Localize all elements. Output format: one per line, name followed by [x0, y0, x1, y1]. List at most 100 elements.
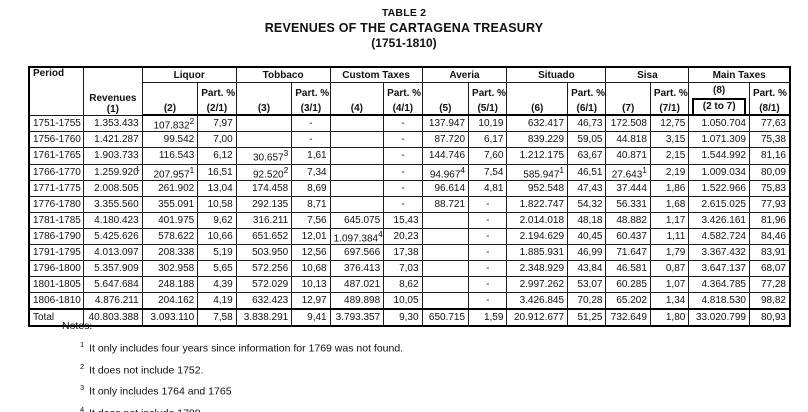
notes-section: Notes: 1 It only includes four years sin…	[62, 320, 403, 412]
table-cell: 3.355.560	[83, 195, 143, 213]
table-cell: -	[468, 244, 508, 262]
table-cell	[329, 147, 385, 165]
table-row: 1761-1765 1.903.733 116.543 6,12 30.6573 1,61…	[28, 147, 791, 165]
table-cell: 20,23	[383, 227, 423, 246]
table-cell: 46,73	[567, 114, 607, 133]
table-row: 1781-1785 4.180.423 401.975 9,62 316.211 7,56…	[28, 211, 791, 229]
table-cell: 7,03	[383, 260, 423, 278]
table-cell: 4.364.785	[688, 276, 750, 294]
table-cell: 5,65	[197, 260, 237, 278]
table-cell	[421, 227, 470, 246]
table-cell: 261.902	[141, 179, 199, 197]
table-cell: 3.093.110	[141, 308, 199, 328]
header-col-7: (7)	[605, 82, 651, 116]
table-cell	[421, 260, 470, 278]
table-cell: 1,34	[649, 292, 690, 310]
period-cell: 1766-1770	[28, 163, 85, 181]
header-group-sisa: Sisa	[605, 66, 690, 83]
table-cell: 77,63	[748, 114, 791, 133]
header-col-8-range: (2 to 7)	[692, 98, 746, 114]
note-item: 2 It does not include 1752.	[80, 361, 204, 377]
table-cell: 107.8322	[141, 114, 199, 133]
note-item: 1 It only includes four years since info…	[80, 340, 404, 355]
table-cell: 8,69	[291, 179, 331, 197]
header-col-6-1: Part. % (6/1)	[567, 82, 607, 116]
table-cell: 8,62	[383, 276, 423, 294]
header-group-situado: Situado	[506, 66, 607, 83]
table-cell: 71.647	[605, 244, 651, 262]
table-cell: 48.882	[605, 211, 651, 229]
table-cell: 16,51	[197, 163, 237, 181]
table-cell	[329, 114, 385, 133]
table-cell: 292.135	[235, 195, 293, 213]
table-cell	[329, 179, 385, 197]
table-cell: 2.194.629	[506, 227, 569, 246]
table-cell: 572.256	[235, 260, 293, 278]
table-cell: 98,82	[748, 292, 791, 310]
table-cell: 1.421.287	[83, 131, 143, 149]
table-cell: 65.202	[605, 292, 651, 310]
table-cell: -	[383, 195, 423, 213]
header-revenues-label: Revenues	[89, 92, 137, 104]
table-cell: 80,93	[748, 308, 791, 328]
table-cell: -	[383, 147, 423, 165]
table-cell: 92.5202	[235, 163, 293, 181]
table-cell: 27.6431	[605, 163, 651, 181]
table-cell: 302.958	[141, 260, 199, 278]
table-cell: 56.331	[605, 195, 651, 213]
header-group-averia: Averia	[421, 66, 508, 83]
table-cell: 9,41	[291, 308, 331, 328]
table-cell: 248.188	[141, 276, 199, 294]
table-cell: 355.091	[141, 195, 199, 213]
table-cell: 8,71	[291, 195, 331, 213]
total-label-cell: Total	[28, 308, 85, 328]
period-cell: 1761-1765	[28, 147, 85, 165]
table-cell: 2.348.929	[506, 260, 569, 278]
table-cell: 60.437	[605, 227, 651, 246]
table-cell: 632.417	[506, 114, 569, 133]
table-body: 1751-1755 1.353.433 107.8322 7,97- -137.947 1…	[28, 114, 791, 328]
table-cell: 208.338	[141, 244, 199, 262]
title-years: (1751-1810)	[371, 36, 437, 50]
header-revenues-num: (1)	[106, 103, 119, 115]
table-cell: 59,05	[567, 131, 607, 149]
table-cell: -	[291, 114, 331, 133]
table-row: 1796-1800 5.357.909 302.958 5,65 572.256 10,6…	[28, 260, 791, 278]
table-cell: 15,43	[383, 211, 423, 229]
table-cell: 7,56	[291, 211, 331, 229]
notes-list: 1 It only includes four years since info…	[62, 336, 403, 412]
table-cell: -	[291, 131, 331, 149]
table-row: 1756-1760 1.421.287 99.542 7,00- -87.720 6,17…	[28, 131, 791, 149]
table-cell: 174.458	[235, 179, 293, 197]
period-cell: 1786-1790	[28, 227, 85, 246]
header-revenues: Revenues (1)	[83, 66, 143, 116]
table-cell: 137.947	[421, 114, 470, 133]
title-block: TABLE 2 REVENUES OF THE CARTAGENA TREASU…	[0, 7, 808, 50]
table-cell	[421, 292, 470, 310]
table-cell: 7,60	[468, 147, 508, 165]
table-cell: 1,59	[468, 308, 508, 328]
table-cell: 75,83	[748, 179, 791, 197]
table-cell: 1.259.920 1	[83, 163, 143, 181]
table-cell: -	[383, 179, 423, 197]
table-cell: 3.367.432	[688, 244, 750, 262]
table-cell: 40,45	[567, 227, 607, 246]
header-col-3-1: Part. % (3/1)	[291, 82, 331, 116]
table-cell: 44.818	[605, 131, 651, 149]
table-row: 1801-1805 5.647.684 248.188 4,39 572.029 10,1…	[28, 276, 791, 294]
table-cell: -	[383, 163, 423, 181]
table-cell: 33.020.799	[688, 308, 750, 328]
table-cell: 10,05	[383, 292, 423, 310]
table-cell: 12,97	[291, 292, 331, 310]
table-cell: 7,34	[291, 163, 331, 181]
table-row: 1751-1755 1.353.433 107.8322 7,97- -137.947 1…	[28, 114, 791, 133]
table-cell: 1,11	[649, 227, 690, 246]
header-col-3: (3)	[235, 82, 293, 116]
table-row: 1771-1775 2.008.505 261.902 13,04 174.458 8,6…	[28, 179, 791, 197]
table-cell: 7,58	[197, 308, 237, 328]
table-cell: 12,75	[649, 114, 690, 133]
table-cell: 1.071.309	[688, 131, 750, 149]
table-cell: 4.013.097	[83, 244, 143, 262]
table-cell: 77,28	[748, 276, 791, 294]
table-cell: 1.009.034	[688, 163, 750, 181]
